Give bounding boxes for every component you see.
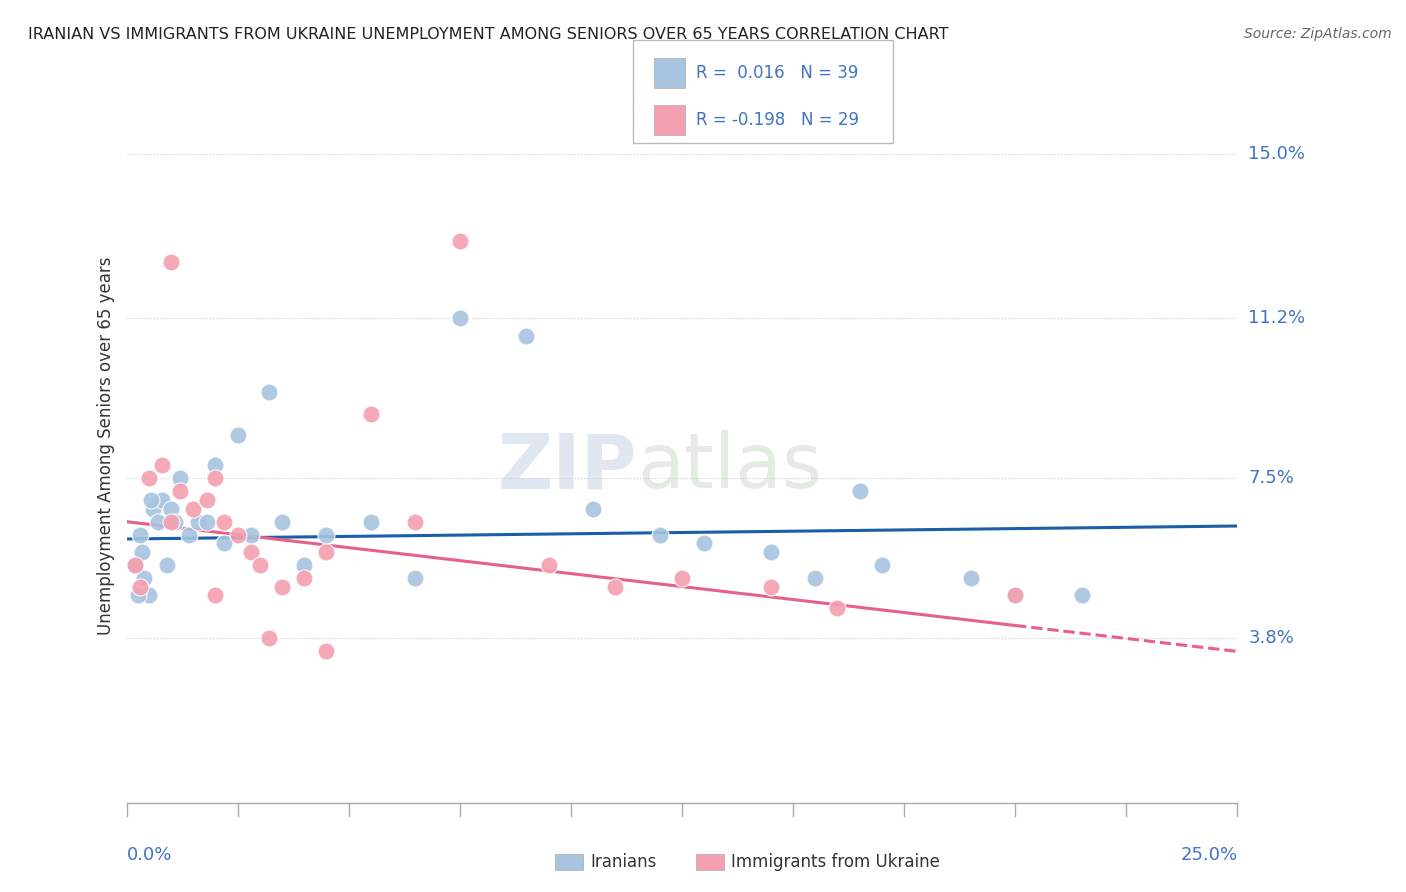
Point [214, 536, 236, 550]
Point [127, 588, 149, 602]
Point [169, 484, 191, 499]
Point [360, 515, 382, 529]
Point [128, 580, 150, 594]
Point [257, 632, 280, 646]
Point [169, 471, 191, 485]
Point [160, 515, 183, 529]
Point [124, 558, 146, 572]
Point [404, 571, 426, 585]
Point [131, 545, 153, 559]
Point [315, 527, 337, 541]
Point [150, 493, 173, 508]
Point [134, 571, 156, 585]
Point [827, 601, 849, 615]
Point [449, 311, 471, 326]
Point [648, 527, 671, 541]
Point [138, 588, 160, 602]
Point [870, 558, 893, 572]
Point [165, 515, 187, 529]
Point [315, 644, 337, 658]
Point [155, 558, 177, 572]
Point [693, 536, 716, 550]
Text: R =  0.016   N = 39: R = 0.016 N = 39 [696, 63, 858, 82]
Point [292, 571, 315, 585]
Point [204, 458, 226, 473]
Point [160, 255, 183, 269]
Point [239, 545, 262, 559]
Text: atlas: atlas [637, 431, 823, 504]
Point [226, 428, 249, 442]
Point [804, 571, 827, 585]
Point [181, 501, 204, 516]
Point [404, 515, 426, 529]
Point [187, 515, 209, 529]
Point [204, 471, 226, 485]
Point [360, 407, 382, 421]
Point [537, 558, 560, 572]
Point [128, 527, 150, 541]
Point [848, 484, 870, 499]
Text: Immigrants from Ukraine: Immigrants from Ukraine [731, 853, 941, 871]
Point [160, 501, 183, 516]
Point [124, 558, 146, 572]
Text: IRANIAN VS IMMIGRANTS FROM UKRAINE UNEMPLOYMENT AMONG SENIORS OVER 65 YEARS CORR: IRANIAN VS IMMIGRANTS FROM UKRAINE UNEMP… [28, 27, 949, 42]
Point [1070, 588, 1092, 602]
Point [214, 515, 236, 529]
Text: R = -0.198   N = 29: R = -0.198 N = 29 [696, 111, 859, 128]
Point [138, 471, 160, 485]
Point [515, 328, 537, 343]
Text: Source: ZipAtlas.com: Source: ZipAtlas.com [1244, 27, 1392, 41]
Text: 11.2%: 11.2% [1249, 310, 1306, 327]
Text: 0.0%: 0.0% [127, 846, 172, 863]
Point [671, 571, 693, 585]
Point [257, 384, 280, 399]
Point [1004, 588, 1026, 602]
Point [195, 515, 218, 529]
Point [1004, 588, 1026, 602]
Text: 25.0%: 25.0% [1180, 846, 1237, 863]
Y-axis label: Unemployment Among Seniors over 65 years: Unemployment Among Seniors over 65 years [97, 257, 115, 635]
Point [449, 234, 471, 248]
Point [139, 493, 162, 508]
Text: 3.8%: 3.8% [1249, 630, 1294, 648]
Point [146, 515, 169, 529]
Point [759, 545, 782, 559]
Point [759, 580, 782, 594]
Text: 7.5%: 7.5% [1249, 469, 1295, 487]
Point [605, 580, 627, 594]
Point [271, 515, 294, 529]
Point [150, 458, 173, 473]
Point [204, 588, 226, 602]
Point [226, 527, 249, 541]
Point [315, 545, 337, 559]
Point [195, 493, 218, 508]
Point [292, 558, 315, 572]
Text: Iranians: Iranians [591, 853, 657, 871]
Point [239, 527, 262, 541]
Point [959, 571, 981, 585]
Point [582, 501, 605, 516]
Point [177, 527, 200, 541]
Point [271, 580, 294, 594]
Text: ZIP: ZIP [498, 431, 637, 504]
Point [249, 558, 271, 572]
Text: 15.0%: 15.0% [1249, 145, 1305, 163]
Point [142, 501, 165, 516]
